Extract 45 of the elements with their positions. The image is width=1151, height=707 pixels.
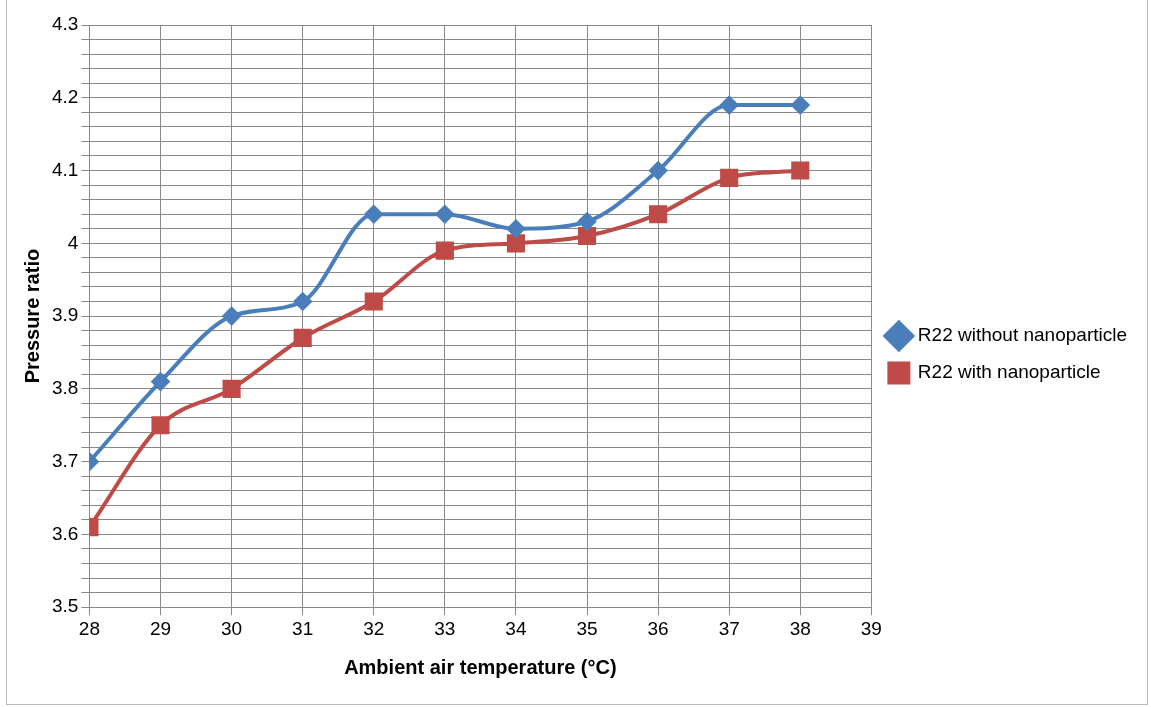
- point: [720, 96, 739, 115]
- point: [293, 328, 312, 347]
- x-tick-label: 29: [149, 617, 172, 639]
- x-tick-label: 32: [363, 617, 385, 639]
- x-tick-label: 30: [221, 617, 243, 639]
- x-tick-label: 28: [78, 617, 100, 639]
- y-tick-label: 4: [67, 231, 79, 253]
- point: [649, 205, 668, 224]
- point: [435, 241, 454, 260]
- y-tick-label: 3.5: [51, 595, 79, 617]
- point: [364, 205, 383, 224]
- x-tick-label: 37: [718, 617, 740, 639]
- y-tick-label: 4.3: [51, 13, 79, 35]
- y-tick-label: 3.7: [51, 449, 79, 471]
- y-axis-title: Pressure ratio: [20, 248, 43, 384]
- point: [506, 219, 525, 238]
- y-tick-label: 3.8: [51, 377, 79, 399]
- legend-label: R22 with nanoparticle: [917, 361, 1101, 383]
- point: [364, 292, 383, 311]
- y-tick-label: 4.1: [51, 158, 79, 180]
- point: [577, 226, 597, 246]
- x-axis-title: Ambient air temperature (°C): [344, 655, 617, 678]
- x-tick-label: 36: [647, 617, 669, 639]
- x-tick-label: 33: [434, 617, 456, 639]
- point: [151, 372, 170, 391]
- x-tick-label: 35: [576, 617, 598, 639]
- x-tick-label: 34: [505, 617, 527, 639]
- y-tick-label: 3.9: [51, 304, 79, 326]
- x-tick-label: 38: [789, 617, 811, 639]
- x-tick-label: 39: [860, 617, 882, 639]
- x-tick-label: 31: [292, 617, 314, 639]
- point: [435, 205, 454, 224]
- point: [791, 96, 810, 115]
- point: [293, 292, 312, 311]
- point: [222, 379, 241, 398]
- point: [222, 307, 241, 326]
- point: [720, 168, 739, 187]
- point: [791, 161, 810, 180]
- point: [578, 212, 597, 231]
- legend-label: R22 without nanoparticle: [917, 324, 1128, 346]
- point: [151, 416, 170, 435]
- point: [649, 161, 668, 180]
- y-tick-label: 3.6: [51, 522, 79, 544]
- point: [506, 234, 526, 253]
- y-tick-label: 4.2: [51, 86, 79, 108]
